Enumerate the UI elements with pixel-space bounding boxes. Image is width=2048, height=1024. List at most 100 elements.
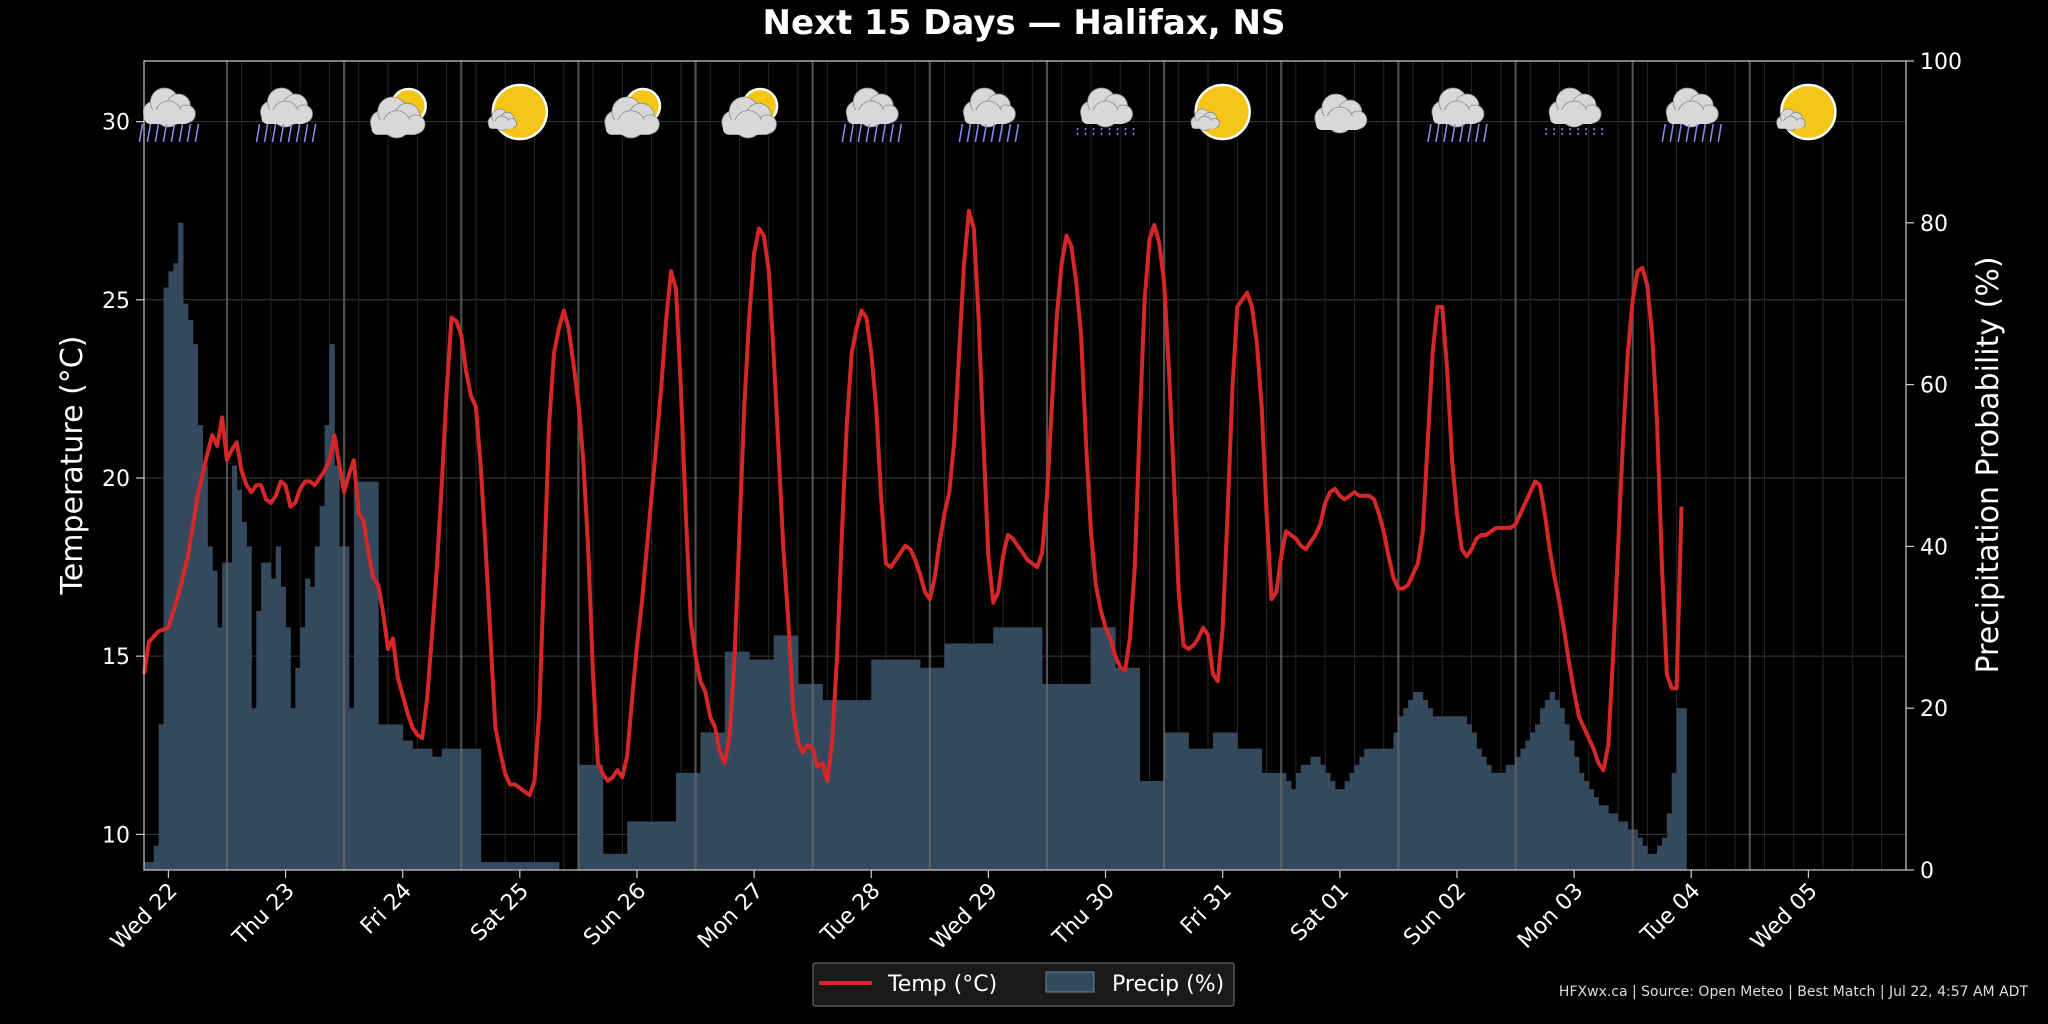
day-axis-ticks: Wed 22 Thu 23 Fri 24 Sat 25 Sun 26 Mon 27 Tue …: [106, 870, 1823, 955]
precip-bar: [929, 667, 936, 870]
precip-bar: [202, 465, 208, 870]
precip-bar: [832, 700, 838, 870]
precip-bar: [544, 861, 550, 870]
precip-bar: [1066, 683, 1072, 870]
cloud-base: [1667, 110, 1714, 124]
precip-bar: [671, 821, 677, 870]
rain-drop: [303, 123, 309, 143]
rain-drop: [194, 123, 200, 143]
rain-drop: [841, 123, 846, 143]
precip-bar: [251, 708, 257, 870]
precip-bar: [1452, 716, 1458, 870]
precip-bar: [841, 700, 848, 870]
rain-icon: [958, 87, 1020, 143]
precip-bar: [187, 319, 194, 870]
precip-bar: [710, 732, 716, 870]
rain-drop: [1685, 123, 1690, 143]
drizzle-icon: [1545, 87, 1603, 138]
x-tick-label: Mon 27: [693, 879, 768, 954]
precip-bar: [1286, 781, 1292, 870]
precip-bar: [290, 708, 296, 870]
precip-bar: [793, 635, 799, 870]
precip-bar: [622, 853, 628, 870]
precip-bar: [334, 465, 340, 870]
precip-bar: [353, 481, 360, 870]
cloud-base: [371, 120, 420, 135]
legend: Temp (°C) Precip (%): [812, 962, 1235, 1007]
precip-bar: [861, 700, 867, 870]
precip-bar: [1042, 683, 1048, 870]
precip-bar: [700, 732, 706, 870]
y2-tick-label: 0: [1920, 859, 1934, 884]
cloud-base: [144, 110, 191, 124]
precip-bar: [744, 651, 750, 870]
precip-bar: [954, 643, 960, 870]
precip-bar: [285, 627, 291, 870]
rain-drop: [881, 123, 886, 143]
mostly-sunny-icon: [1776, 83, 1837, 141]
rain-drop: [865, 123, 870, 143]
precip-bar: [1154, 781, 1160, 870]
temperature-axis-ticks: 10 15 20 25 30: [102, 111, 144, 848]
precip-bar: [1115, 667, 1121, 870]
x-tick-label: Tue 28: [816, 879, 886, 949]
rain-drop: [1435, 123, 1440, 143]
precip-bar: [1432, 716, 1438, 870]
precip-bar: [651, 821, 657, 870]
legend-box: [812, 962, 1235, 1007]
precip-bar: [1539, 708, 1546, 870]
plot-frame: [143, 60, 1907, 871]
precip-bar: [553, 861, 560, 870]
precip-bar: [1247, 748, 1253, 870]
rain-drop: [974, 123, 980, 143]
precip-bar: [1608, 813, 1614, 870]
precip-bar: [1515, 756, 1521, 870]
cloud-base: [1081, 110, 1128, 124]
rain-drop: [1467, 123, 1472, 143]
precip-bar: [1056, 683, 1063, 870]
mostly-sunny-icon: [487, 83, 549, 141]
precip-bar: [1222, 732, 1228, 870]
precip-bar: [1525, 740, 1531, 870]
precip-bar: [1149, 781, 1155, 870]
precip-bar: [1442, 716, 1448, 870]
precip-bar: [1403, 708, 1409, 870]
precip-bar: [319, 505, 325, 870]
precip-bar: [1051, 683, 1058, 870]
weather-icons: [138, 83, 1837, 143]
chart-title: Next 15 Days — Halifax, NS: [763, 3, 1286, 43]
x-tick-label: Thu 23: [227, 879, 299, 951]
precip-bar: [300, 627, 306, 870]
precip-bar: [788, 635, 794, 870]
precip-bar: [270, 578, 277, 870]
rain-drop: [1709, 123, 1714, 143]
precip-bar: [392, 724, 399, 870]
precip-bar: [1613, 813, 1619, 870]
precip-bar: [383, 724, 389, 870]
x-tick-label: Sun 26: [579, 879, 651, 951]
cloudy-icon: [1314, 93, 1368, 134]
x-tick-label: Sun 02: [1399, 879, 1471, 951]
rain-drop: [170, 123, 176, 143]
precip-bar: [1271, 772, 1277, 870]
rain-drop: [138, 123, 144, 143]
precip-bar: [1232, 732, 1238, 870]
x-tick-label: Wed 29: [926, 879, 1002, 955]
precip-bar: [1627, 829, 1634, 870]
rain-drop: [311, 123, 317, 143]
precip-bar: [1300, 764, 1307, 870]
precip-bar: [1647, 853, 1653, 870]
precip-bar: [217, 627, 223, 870]
precip-bar: [295, 667, 301, 870]
rain-drop: [263, 123, 269, 143]
rain-drop: [982, 123, 988, 143]
precip-bar: [1505, 764, 1512, 870]
precip-bar: [1349, 772, 1355, 870]
precip-bar: [846, 700, 853, 870]
precip-bar: [480, 861, 487, 870]
rain-drop: [966, 123, 972, 143]
precip-bar: [1071, 683, 1077, 870]
precip-bar: [1027, 627, 1033, 870]
precip-bar: [666, 821, 672, 870]
cloud-base: [488, 121, 514, 129]
